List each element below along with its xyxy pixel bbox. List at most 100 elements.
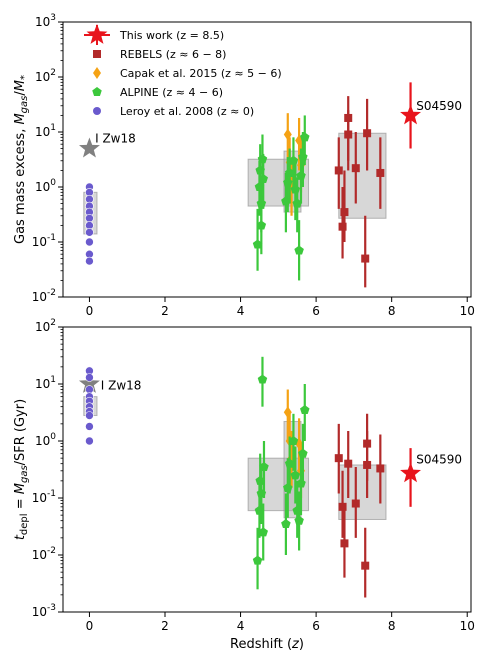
- data-point-alpine-z-4-6: [288, 436, 299, 446]
- x-tick-label: 2: [161, 619, 169, 633]
- data-point-leroy-et-al-2008-z-0: [85, 237, 94, 247]
- data-point-rebels-z-6-8: [361, 254, 370, 263]
- data-point-alpine-z-4-6: [288, 155, 299, 165]
- x-tick-label: 8: [388, 304, 396, 318]
- data-point-alpine-z-4-6: [290, 184, 301, 194]
- panel-top: 10-2 10-1 100 101 102 103 0 2 4 6 8 10 I Zw18 S04590 G…: [13, 13, 475, 318]
- y-tick-label: 10-2: [32, 288, 56, 304]
- legend-marker-alpine-z-4-6: [92, 87, 102, 97]
- y-axis-label: tdepl = Mgas/SFR (Gyr): [13, 399, 30, 540]
- data-point-capak-et-al-2015-z-5-6: [283, 406, 292, 419]
- legend-label-this-work-z-8-5: This work (z = 8.5): [119, 29, 224, 42]
- data-point-rebels-z-6-8: [363, 460, 372, 469]
- x-tick-label: 10: [460, 304, 475, 318]
- legend-marker-this-work-z-8-5: [86, 24, 108, 44]
- annotation-s04590: S04590: [416, 453, 462, 467]
- annotation-i-zw18: I Zw18: [101, 379, 142, 393]
- panel-bottom: 10-3 10-2 10-1 100 101 102 0 2 4 6 8 10 I Zw18 S04590…: [13, 318, 475, 652]
- x-tick-label: 10: [460, 619, 475, 633]
- data-point-rebels-z-6-8: [376, 464, 385, 473]
- legend-marker-rebels-z-6-8: [93, 50, 101, 58]
- data-point-alpine-z-4-6: [256, 220, 267, 230]
- data-point-leroy-et-al-2008-z-0: [85, 436, 94, 446]
- data-point-alpine-z-4-6: [259, 461, 269, 472]
- data-point-i-zw18: [78, 373, 100, 393]
- data-point-alpine-z-4-6: [290, 470, 301, 480]
- data-point-rebels-z-6-8: [351, 164, 360, 173]
- data-point-alpine-z-4-6: [300, 404, 310, 415]
- annotation-i-zw18: I Zw18: [95, 131, 136, 145]
- data-point-alpine-z-4-6: [283, 482, 293, 493]
- data-point-alpine-z-4-6: [284, 458, 295, 468]
- data-point-alpine-z-4-6: [257, 154, 268, 164]
- data-point-rebels-z-6-8: [361, 561, 370, 570]
- data-point-alpine-z-4-6: [252, 239, 263, 249]
- data-point-alpine-z-4-6: [281, 518, 291, 529]
- data-point-alpine-z-4-6: [254, 505, 265, 515]
- data-point-alpine-z-4-6: [258, 173, 268, 184]
- data-point-rebels-z-6-8: [340, 539, 349, 548]
- x-tick-label: 0: [86, 619, 94, 633]
- data-point-alpine-z-4-6: [296, 478, 306, 488]
- data-point-rebels-z-6-8: [334, 454, 343, 463]
- x-tick-label: 8: [388, 619, 396, 633]
- data-point-rebels-z-6-8: [344, 113, 353, 122]
- data-point-leroy-et-al-2008-z-0: [85, 373, 94, 382]
- data-point-alpine-z-4-6: [256, 488, 267, 498]
- x-tick-label: 4: [237, 304, 245, 318]
- legend: This work (z = 8.5) REBELS (z ≈ 6 − 8) Cap…: [84, 24, 282, 118]
- data-point-alpine-z-4-6: [257, 374, 268, 384]
- y-tick-label: 10-1: [32, 233, 56, 249]
- data-point-alpine-z-4-6: [294, 515, 304, 525]
- legend-marker-capak-et-al-2015-z-5-6: [93, 67, 101, 79]
- data-point-alpine-z-4-6: [281, 196, 291, 206]
- data-point-alpine-z-4-6: [298, 152, 308, 162]
- legend-label-alpine-z-4-6: ALPINE (z ≈ 4 − 6): [120, 86, 223, 99]
- data-point-alpine-z-4-6: [298, 448, 308, 458]
- data-point-leroy-et-al-2008-z-0: [85, 256, 94, 266]
- y-tick-label: 101: [35, 375, 56, 391]
- annotation-s04590: S04590: [416, 99, 462, 113]
- data-point-alpine-z-4-6: [255, 475, 265, 485]
- data-point-rebels-z-6-8: [363, 129, 372, 138]
- data-point-leroy-et-al-2008-z-0: [85, 411, 94, 420]
- x-axis-label: Redshift (z): [230, 637, 304, 652]
- x-tick-label: 4: [237, 619, 245, 633]
- data-point-alpine-z-4-6: [255, 165, 265, 175]
- data-point-alpine-z-4-6: [300, 132, 310, 142]
- data-point-alpine-z-4-6: [252, 555, 263, 565]
- data-point-alpine-z-4-6: [284, 167, 295, 178]
- x-tick-label: 6: [312, 304, 320, 318]
- x-tick-label: 6: [312, 619, 320, 633]
- data-point-rebels-z-6-8: [338, 502, 347, 511]
- data-point-rebels-z-6-8: [351, 499, 360, 508]
- data-point-i-zw18: [78, 137, 100, 158]
- data-point-rebels-z-6-8: [344, 130, 353, 139]
- data-point-rebels-z-6-8: [376, 168, 385, 177]
- range-box: [338, 464, 387, 520]
- data-point-alpine-z-4-6: [254, 182, 265, 192]
- legend-marker-leroy-et-al-2008-z-0: [93, 107, 101, 115]
- axes-frame: [62, 21, 472, 298]
- data-point-alpine-z-4-6: [292, 505, 302, 515]
- y-tick-label: 102: [35, 318, 56, 334]
- data-point-alpine-z-4-6: [258, 527, 268, 537]
- data-point-alpine-z-4-6: [292, 198, 302, 208]
- x-tick-label: 0: [86, 304, 94, 318]
- y-axis-label: Gas mass excess, Mgas/M*: [13, 75, 30, 244]
- y-tick-label: 10-1: [32, 489, 56, 505]
- data-point-this-work-z-8-5: [400, 462, 422, 483]
- data-point-alpine-z-4-6: [296, 170, 306, 180]
- y-tick-label: 101: [35, 123, 56, 139]
- data-point-leroy-et-al-2008-z-0: [85, 228, 94, 237]
- data-point-rebels-z-6-8: [334, 166, 343, 175]
- y-tick-label: 10-2: [32, 546, 56, 562]
- y-tick-label: 103: [35, 13, 56, 29]
- data-point-alpine-z-4-6: [256, 198, 267, 208]
- legend-label-leroy-et-al-2008-z-0: Leroy et al. 2008 (z ≈ 0): [120, 105, 254, 118]
- data-point-leroy-et-al-2008-z-0: [85, 213, 94, 223]
- y-tick-label: 10-3: [32, 603, 56, 619]
- data-point-capak-et-al-2015-z-5-6: [283, 128, 292, 141]
- legend-label-capak-et-al-2015-z-5-6: Capak et al. 2015 (z ≈ 5 − 6): [120, 67, 282, 80]
